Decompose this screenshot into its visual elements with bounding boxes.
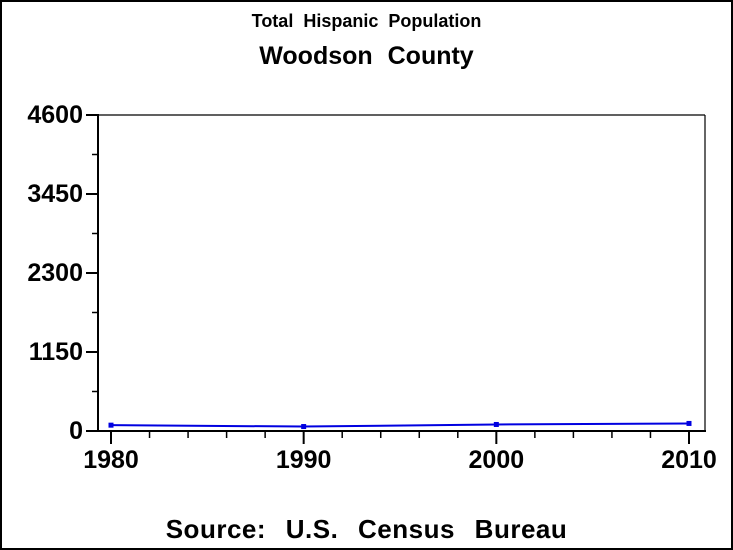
- y-tick-label: 4600: [27, 101, 83, 129]
- data-point-marker: [301, 424, 307, 430]
- chart-title: Total Hispanic Population: [251, 11, 482, 31]
- data-point-marker: [493, 421, 499, 427]
- y-tick-label: 0: [69, 417, 83, 445]
- data-point-marker: [108, 422, 114, 428]
- source-note: Source: U.S. Census Bureau: [165, 514, 568, 544]
- data-point-marker: [686, 420, 692, 426]
- y-tick-label: 3450: [27, 180, 83, 208]
- series-line: [110, 422, 690, 428]
- chart-subtitle: Woodson County: [259, 42, 474, 70]
- y-tick-label: 1150: [28, 338, 83, 366]
- x-tick-label: 2000: [468, 446, 525, 474]
- x-tick-label: 1980: [83, 446, 139, 474]
- x-tick-label: 2010: [661, 446, 717, 474]
- x-tick-label: 1990: [275, 446, 332, 474]
- y-tick-label: 2300: [27, 259, 83, 287]
